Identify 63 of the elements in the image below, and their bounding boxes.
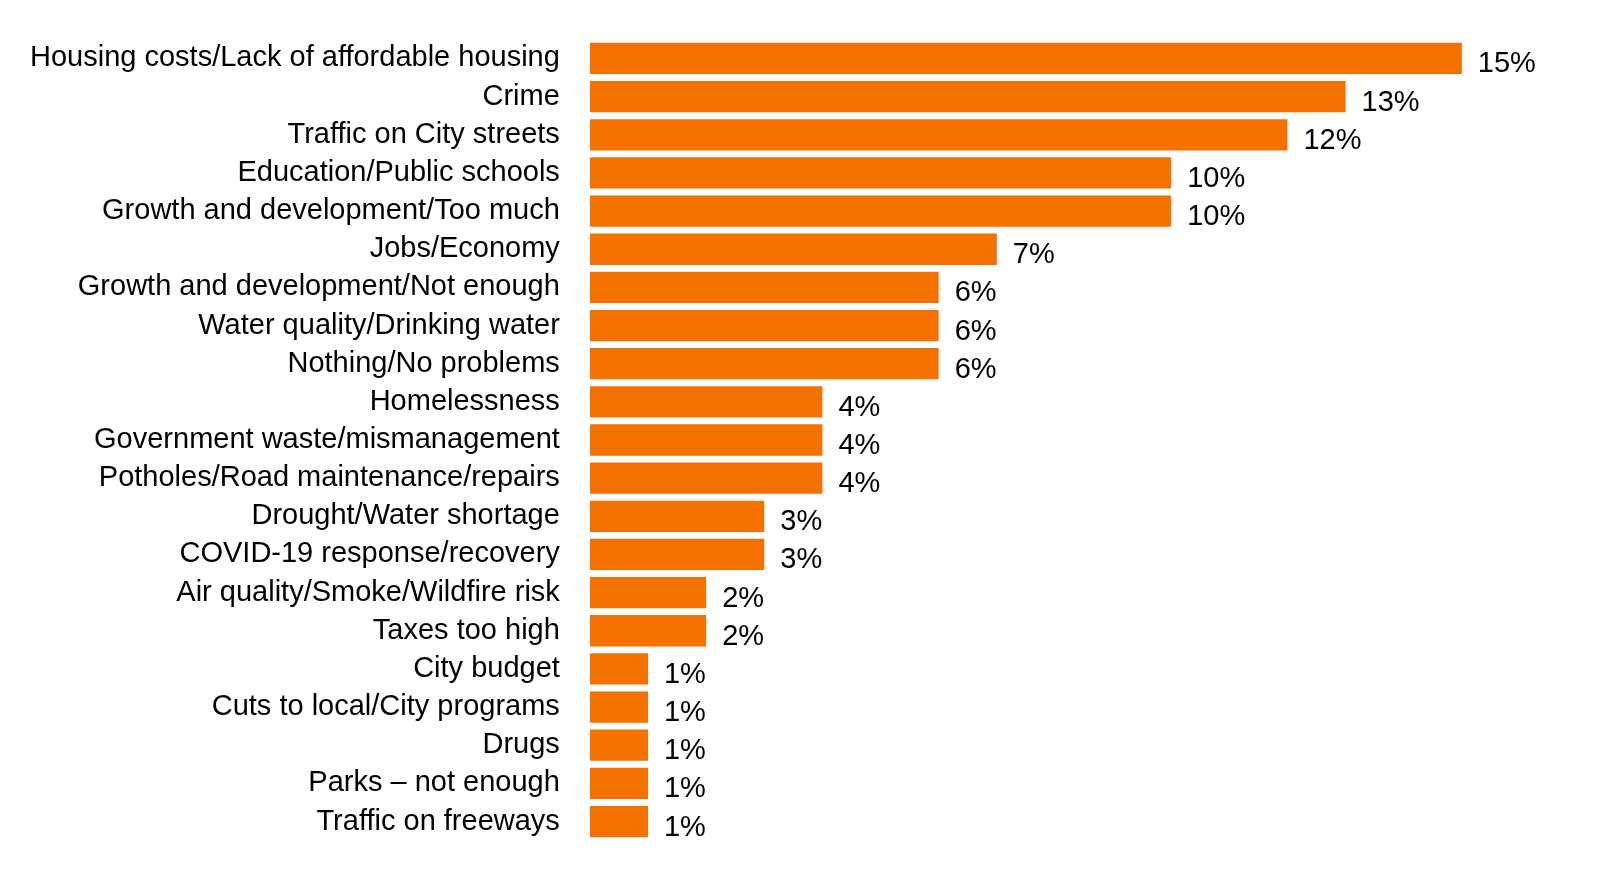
bar — [589, 653, 648, 685]
y-tick-label: Cuts to local/City programs — [211, 689, 560, 722]
bar — [589, 309, 939, 342]
data-label: 6% — [954, 275, 997, 308]
y-tick-label: City budget — [413, 650, 560, 683]
bar — [589, 462, 823, 494]
bar — [589, 538, 765, 571]
data-label: 4% — [838, 466, 881, 499]
bar — [589, 42, 1462, 75]
y-tick-label: Growth and development/Too much — [102, 193, 560, 226]
y-tick-label: Crime — [482, 78, 560, 111]
y-tick-label: Housing costs/Lack of affordable housing — [30, 40, 560, 73]
data-label: 4% — [838, 389, 881, 422]
y-tick-label: Growth and development/Not enough — [77, 269, 560, 302]
bar — [589, 500, 765, 532]
bar — [589, 576, 707, 609]
data-label: 1% — [663, 695, 706, 728]
data-label: 3% — [780, 542, 823, 575]
bar — [589, 386, 823, 418]
y-tick-label: Government waste/mismanagement — [94, 422, 560, 454]
y-tick-label: Jobs/Economy — [369, 231, 561, 264]
data-label: 1% — [663, 656, 706, 689]
data-label: 1% — [663, 733, 706, 766]
y-tick-label: COVID-19 response/recovery — [179, 536, 561, 569]
data-label: 10% — [1187, 160, 1246, 193]
y-tick-label: Homelessness — [369, 383, 560, 416]
data-label: 15% — [1477, 46, 1536, 79]
y-tick-label: Drugs — [482, 727, 560, 760]
y-tick-label: Air quality/Smoke/Wildfire risk — [176, 574, 561, 607]
y-tick-label: Water quality/Drinking water — [198, 307, 561, 340]
data-label: 2% — [722, 580, 765, 613]
data-label: 1% — [663, 809, 706, 842]
bar — [589, 195, 1172, 227]
data-label: 7% — [1012, 237, 1055, 270]
bar — [589, 271, 939, 304]
bar — [589, 729, 648, 761]
bar — [589, 80, 1346, 113]
data-label: 13% — [1361, 84, 1420, 117]
bar — [589, 157, 1172, 189]
bar — [589, 424, 823, 456]
data-label: 2% — [722, 618, 765, 651]
y-tick-label: Education/Public schools — [237, 154, 560, 187]
data-label: 10% — [1187, 199, 1246, 232]
data-label: 6% — [954, 313, 997, 346]
y-tick-label: Potholes/Road maintenance/repairs — [98, 460, 560, 493]
data-label: 12% — [1303, 122, 1362, 155]
bar — [589, 615, 707, 647]
bar — [589, 767, 648, 800]
y-tick-label: Taxes too high — [372, 612, 560, 645]
y-tick-label: Traffic on freeways — [316, 803, 560, 836]
data-label: 1% — [663, 771, 706, 804]
bar — [589, 805, 648, 838]
bar — [589, 348, 939, 380]
bar — [589, 233, 997, 265]
bar — [589, 691, 648, 723]
y-tick-label: Parks – not enough — [308, 765, 560, 798]
y-tick-label: Nothing/No problems — [287, 345, 560, 378]
bar — [589, 119, 1288, 151]
data-label: 6% — [954, 351, 997, 384]
y-tick-label: Drought/Water shortage — [251, 498, 560, 531]
y-tick-label: Traffic on City streets — [287, 116, 560, 149]
data-label: 3% — [780, 504, 823, 537]
data-label: 4% — [838, 428, 881, 460]
